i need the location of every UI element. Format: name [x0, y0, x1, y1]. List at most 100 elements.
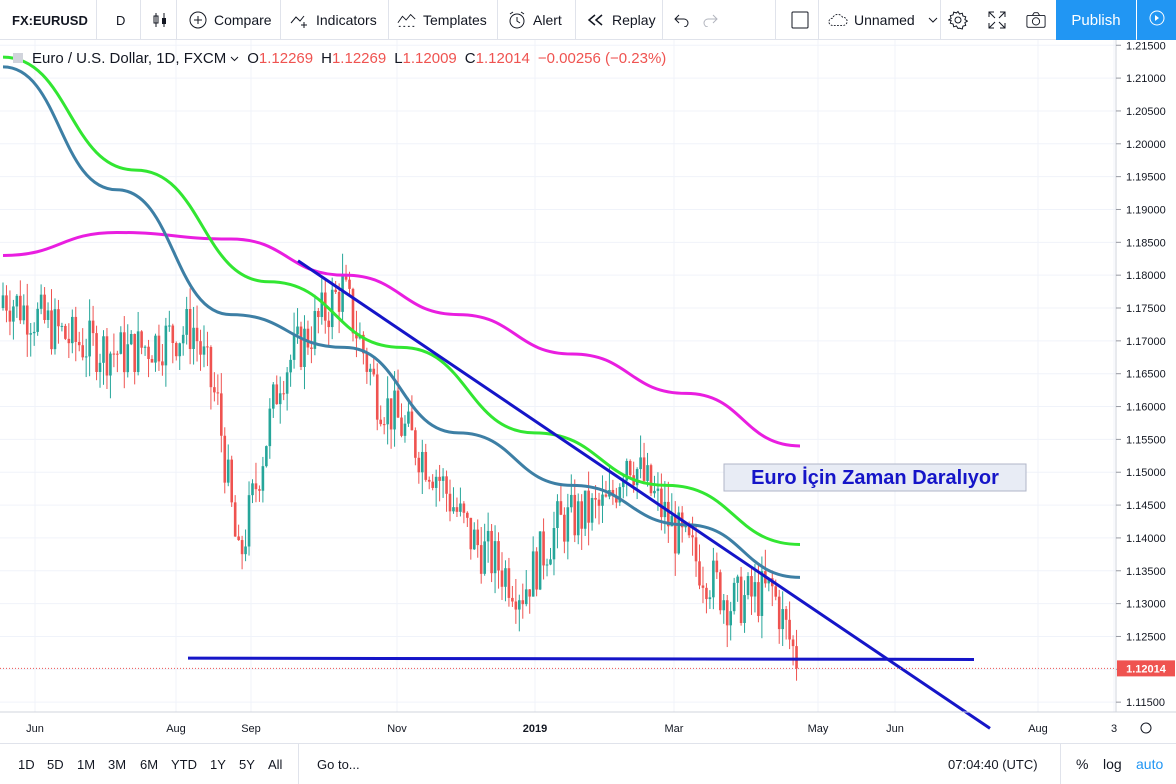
undo-button[interactable] [672, 0, 698, 40]
time-tick-label: Jun [26, 723, 44, 735]
goto-button[interactable]: Go to... [317, 756, 360, 772]
range-3m[interactable]: 3M [108, 756, 127, 772]
layout-menu[interactable]: Unnamed [828, 0, 943, 40]
candle [174, 341, 178, 361]
candle [282, 380, 285, 401]
plus-circle-icon [188, 10, 208, 30]
candle [46, 302, 50, 329]
range-5d[interactable]: 5D [47, 756, 64, 772]
price-tick-label: 1.21500 [1126, 40, 1166, 52]
percent-toggle[interactable]: % [1076, 756, 1089, 772]
candle [580, 494, 583, 550]
candle [719, 569, 722, 615]
candle [36, 302, 39, 336]
candle [206, 331, 209, 367]
utc-clock[interactable]: 07:04:40 (UTC) [948, 756, 1038, 772]
candle [646, 452, 649, 487]
price-tick-label: 1.17000 [1126, 336, 1166, 348]
price-tick-label: 1.12500 [1126, 631, 1166, 643]
candle [126, 324, 130, 378]
range-5y[interactable]: 5Y [239, 756, 255, 772]
candle [618, 483, 622, 506]
candle [743, 580, 746, 633]
candle [43, 287, 46, 324]
settings-button[interactable] [948, 0, 974, 40]
candle [84, 338, 88, 378]
moving-averages [2, 55, 801, 579]
candle [271, 382, 275, 418]
range-all[interactable]: All [268, 756, 283, 772]
candle [438, 464, 441, 502]
candle [400, 403, 403, 438]
candle [192, 306, 195, 365]
price-tick-label: 1.20500 [1126, 106, 1166, 118]
candle [417, 451, 421, 484]
price-chart[interactable]: 1.21500 1.21000 1.20500 1.20000 1.19500 1.190… [0, 40, 1176, 743]
indicators-label: Indicators [316, 12, 377, 28]
time-tick-label: Mar [665, 723, 684, 735]
fullscreen-toggle[interactable] [790, 0, 816, 40]
candle [528, 589, 532, 614]
candle [497, 532, 500, 589]
chart-style-button[interactable] [150, 0, 176, 40]
candle [479, 527, 483, 584]
expand-icon [987, 10, 1007, 30]
candle [77, 331, 81, 352]
candle [746, 572, 750, 600]
chevron-down-icon[interactable] [230, 56, 239, 62]
candle [29, 322, 33, 357]
price-axis[interactable]: 1.21500 1.21000 1.20500 1.20000 1.19500 1.190… [1116, 40, 1166, 709]
candle [195, 305, 199, 362]
time-axis[interactable]: Jun Aug Sep Nov 2019 Mar May Jun Aug 3 [26, 723, 1117, 735]
annotation-box[interactable]: Euro İçin Zaman Daralıyor [723, 463, 1027, 492]
candle [649, 463, 653, 497]
candle [313, 294, 317, 356]
candle [535, 547, 538, 597]
candle [251, 479, 254, 504]
candle [542, 518, 545, 580]
candle [129, 330, 133, 346]
candle [64, 323, 67, 340]
interval-button[interactable]: D [116, 12, 126, 28]
chart-grid [0, 40, 1116, 712]
range-1m[interactable]: 1M [77, 756, 96, 772]
candle [369, 363, 372, 386]
eye-off-icon[interactable] [12, 52, 26, 66]
indicators-button[interactable]: Indicators [290, 0, 377, 40]
snapshot-button[interactable] [1026, 0, 1052, 40]
candle [25, 283, 29, 357]
publish-menu-button[interactable] [1137, 0, 1176, 40]
price-tick-label: 1.11500 [1126, 697, 1165, 709]
candle [213, 372, 216, 402]
range-6m[interactable]: 6M [140, 756, 159, 772]
candle [469, 517, 473, 560]
candle [237, 524, 240, 541]
candle [375, 363, 379, 431]
axis-settings-button[interactable] [1140, 722, 1152, 734]
symbol-search[interactable]: FX:EURUSD [12, 12, 88, 28]
replay-button[interactable]: Replay [586, 0, 656, 40]
redo-button[interactable] [700, 0, 726, 40]
fullscreen-button[interactable] [987, 0, 1013, 40]
range-1d[interactable]: 1D [18, 756, 35, 772]
price-tick-label: 1.16500 [1126, 369, 1166, 381]
candle [701, 566, 705, 604]
auto-toggle[interactable]: auto [1136, 756, 1164, 772]
candle [414, 427, 417, 466]
descending-trendline [297, 259, 991, 730]
legend-title[interactable]: Euro / U.S. Dollar, 1D, FXCM [32, 50, 227, 67]
range-ytd[interactable]: YTD [171, 756, 197, 772]
alert-button[interactable]: Alert [507, 0, 562, 40]
compare-button[interactable]: Compare [188, 0, 272, 40]
publish-button[interactable]: Publish [1056, 0, 1136, 40]
candle [455, 497, 459, 518]
candle [472, 522, 476, 550]
price-tick-label: 1.13000 [1126, 599, 1166, 611]
time-tick-label: Aug [1028, 723, 1048, 735]
time-tick-label: 3 [1111, 723, 1117, 735]
range-1y[interactable]: 1Y [210, 756, 226, 772]
low-label: L [394, 50, 403, 67]
templates-button[interactable]: Templates [397, 0, 487, 40]
log-toggle[interactable]: log [1103, 756, 1122, 772]
candle [452, 487, 455, 514]
